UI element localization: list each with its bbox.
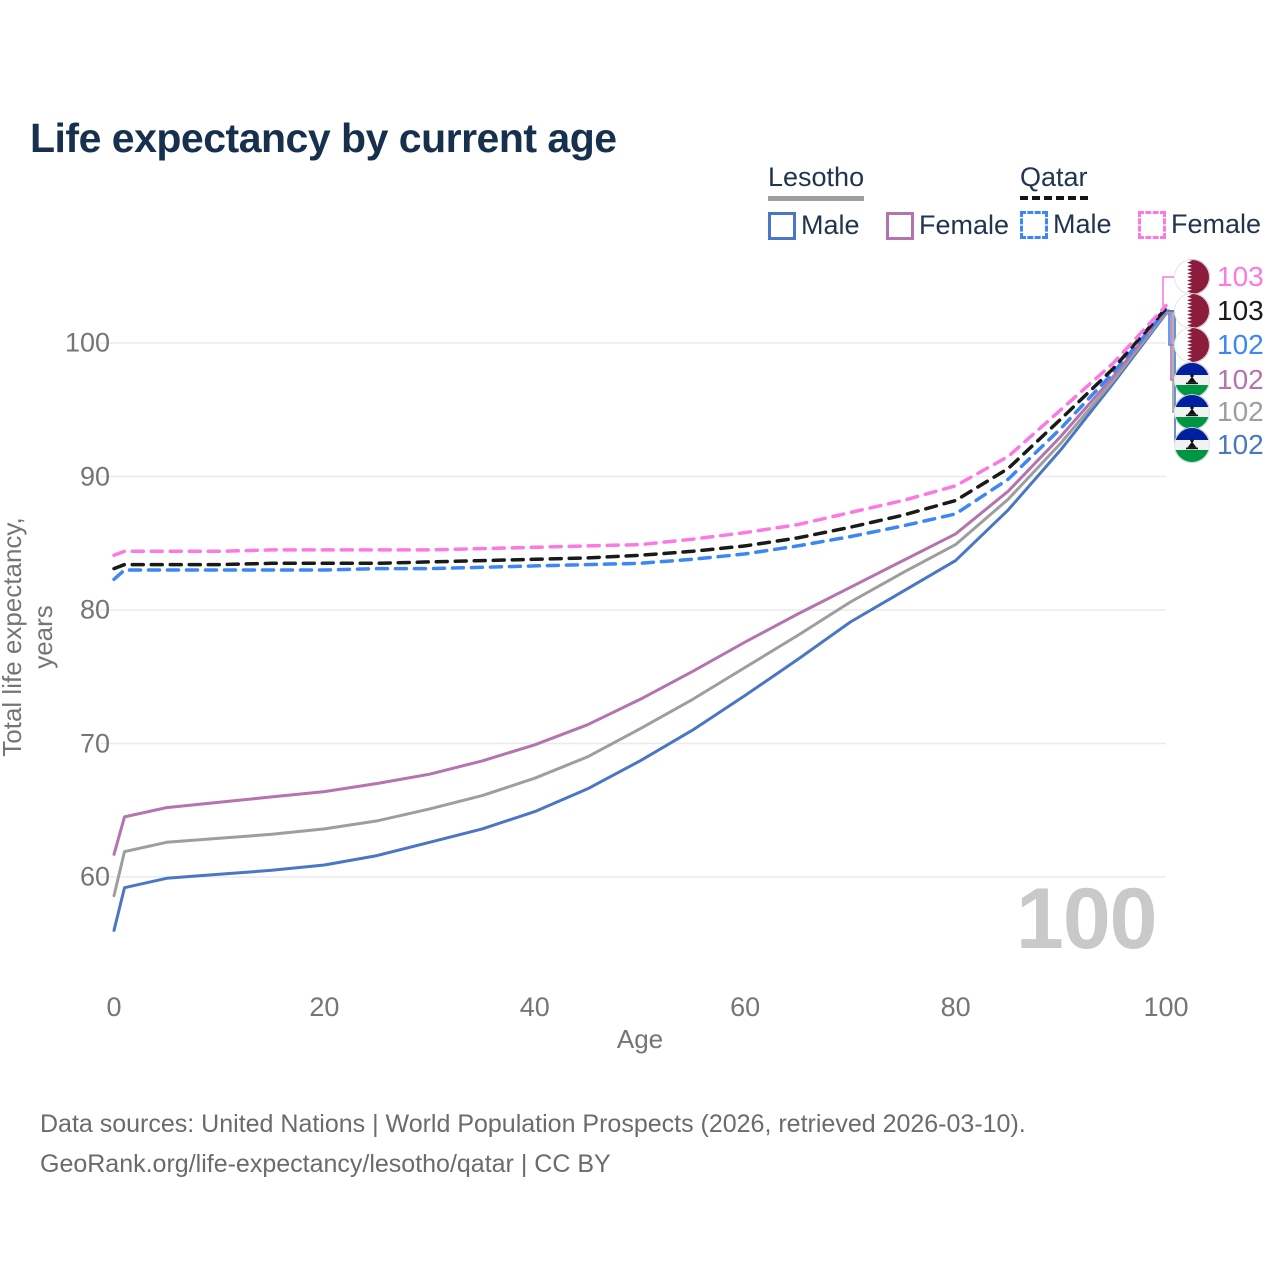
- legend-item-lesotho-female[interactable]: Female: [885, 210, 1009, 241]
- end-value: 103: [1217, 295, 1264, 326]
- legend-group-lesotho: Lesotho Male Female: [768, 162, 1031, 245]
- qatar-male-swatch: [1020, 210, 1048, 239]
- series-line-qatar-both-sexes: [112, 306, 1168, 571]
- legend-item-qatar-male[interactable]: Male: [1020, 209, 1112, 240]
- end-value: 102: [1217, 364, 1264, 395]
- legend-item-qatar-female[interactable]: Female: [1137, 209, 1261, 240]
- x-tick-80: 80: [940, 992, 971, 1022]
- y-tick-90: 90: [79, 461, 110, 491]
- x-tick-20: 20: [309, 992, 340, 1022]
- source-footer: Data sources: United Nations | World Pop…: [40, 1104, 1026, 1184]
- lesotho-male-swatch: [768, 211, 796, 240]
- end-value: 102: [1217, 329, 1264, 360]
- end-label-qatar-female: 103: [1174, 259, 1264, 295]
- lesotho-female-swatch: [885, 211, 914, 240]
- y-tick-60: 60: [79, 861, 110, 892]
- qatar-flag-icon: [1174, 259, 1210, 295]
- y-tick-100: 100: [64, 327, 110, 358]
- x-tick-100: 100: [1143, 992, 1189, 1022]
- legend-item-lesotho-male[interactable]: Male: [768, 210, 860, 241]
- series-line-qatar-male: [112, 308, 1168, 582]
- x-tick-0: 0: [106, 992, 122, 1022]
- lesotho-flag-icon: [1174, 362, 1210, 398]
- end-label-lesotho-female: 102: [1174, 362, 1264, 398]
- end-label-qatar-both: 103: [1174, 293, 1264, 329]
- line-chart: Total life expectancy, years Age 100 103…: [0, 259, 1264, 1054]
- x-tick-60: 60: [730, 992, 761, 1022]
- x-tick-40: 40: [519, 992, 550, 1022]
- legend-country-lesotho[interactable]: Lesotho: [768, 162, 865, 201]
- page-title: Life expectancy by current age: [30, 115, 617, 162]
- qatar-flag-icon: [1174, 293, 1210, 329]
- footer-line-1: Data sources: United Nations | World Pop…: [40, 1110, 1026, 1138]
- legend-group-qatar: Qatar Male Female: [1020, 162, 1280, 244]
- y-tick-80: 80: [79, 594, 110, 625]
- series-line-lesotho-both-sexes: [112, 310, 1168, 898]
- end-value: 102: [1217, 396, 1264, 427]
- leader-line: [1162, 276, 1176, 307]
- end-value: 103: [1217, 261, 1264, 292]
- qatar-female-swatch: [1137, 210, 1166, 239]
- end-label-lesotho-both: 102: [1174, 394, 1264, 430]
- series-line-lesotho-female: [112, 309, 1168, 856]
- age-watermark: 100: [1016, 871, 1157, 967]
- series-line-qatar-female: [112, 303, 1168, 558]
- lesotho-flag-icon: [1174, 394, 1210, 430]
- plot-canvas: [100, 276, 1176, 932]
- end-label-lesotho-male: 102: [1174, 427, 1264, 463]
- end-value: 102: [1217, 429, 1264, 460]
- series-line-lesotho-male: [112, 312, 1168, 932]
- end-label-qatar-male: 102: [1174, 327, 1264, 363]
- legend-country-qatar[interactable]: Qatar: [1020, 162, 1088, 200]
- lesotho-flag-icon: [1174, 427, 1210, 463]
- x-axis-title: Age: [616, 1024, 664, 1054]
- qatar-flag-icon: [1174, 327, 1210, 363]
- footer-line-2: GeoRank.org/life-expectancy/lesotho/qata…: [40, 1150, 611, 1178]
- y-tick-70: 70: [79, 728, 110, 758]
